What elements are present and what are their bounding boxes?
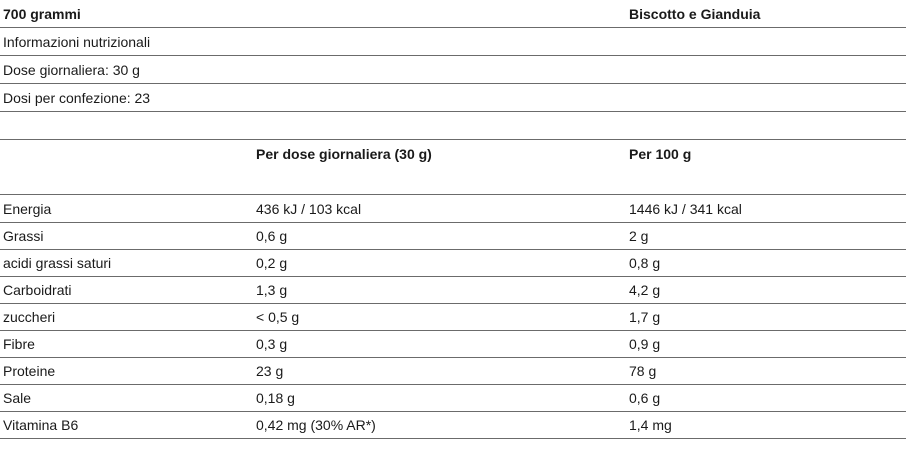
flavor-name: Biscotto e Gianduia <box>626 0 906 28</box>
nutrient-name: Energia <box>0 194 253 223</box>
column-header-per-dose: Per dose giornaliera (30 g) <box>256 145 432 162</box>
column-header-row: Per dose giornaliera (30 g) Per 100 g <box>0 140 906 168</box>
nutrient-per-100g: 0,9 g <box>626 330 906 358</box>
column-header-per-100g: Per 100 g <box>629 145 692 162</box>
nutrient-per-100g: 4,2 g <box>626 276 906 304</box>
package-size: 700 grammi <box>0 0 253 28</box>
info-row: Informazioni nutrizionali <box>0 27 906 56</box>
header-row: 700 grammi Biscotto e Gianduia <box>0 0 906 28</box>
nutrient-per-100g: 1446 kJ / 341 kcal <box>626 194 906 223</box>
nutrient-per-100g: 2 g <box>626 222 906 250</box>
table-row: acidi grassi saturi 0,2 g 0,8 g <box>0 249 906 277</box>
nutrient-per-dose: 0,18 g <box>253 384 626 412</box>
nutrient-name: zuccheri <box>0 303 253 331</box>
table-row: Grassi 0,6 g 2 g <box>0 222 906 250</box>
nutrient-per-100g: 0,6 g <box>626 384 906 412</box>
table-row: Sale 0,18 g 0,6 g <box>0 384 906 412</box>
nutrition-info-label: Informazioni nutrizionali <box>0 27 906 56</box>
nutrient-per-dose: < 0,5 g <box>253 303 626 331</box>
nutrient-name: Proteine <box>0 357 253 385</box>
table-row: Carboidrati 1,3 g 4,2 g <box>0 276 906 304</box>
nutrient-per-dose: 0,2 g <box>253 249 626 277</box>
nutrient-name: Vitamina B6 <box>0 411 253 439</box>
nutrient-name: Sale <box>0 384 253 412</box>
nutrient-per-dose: 23 g <box>253 357 626 385</box>
nutrient-per-dose: 0,42 mg (30% AR*) <box>253 411 626 439</box>
table-row: zuccheri < 0,5 g 1,7 g <box>0 303 906 331</box>
spacer-cell <box>0 111 906 140</box>
nutrient-name: Carboidrati <box>0 276 253 304</box>
nutrient-per-dose: 436 kJ / 103 kcal <box>253 194 626 223</box>
table-row: Energia 436 kJ / 103 kcal 1446 kJ / 341 … <box>0 194 906 223</box>
servings-label: Dosi per confezione: 23 <box>0 83 906 112</box>
nutrient-per-100g: 1,4 mg <box>626 411 906 439</box>
info-row: Dose giornaliera: 30 g <box>0 55 906 84</box>
daily-dose-label: Dose giornaliera: 30 g <box>0 55 906 84</box>
nutrient-per-100g: 78 g <box>626 357 906 385</box>
empty-cell <box>253 0 626 28</box>
info-row: Dosi per confezione: 23 <box>0 83 906 112</box>
nutrient-per-100g: 0,8 g <box>626 249 906 277</box>
nutrient-name: acidi grassi saturi <box>0 249 253 277</box>
nutrient-name: Fibre <box>0 330 253 358</box>
table-row: Fibre 0,3 g 0,9 g <box>0 330 906 358</box>
table-row: Vitamina B6 0,42 mg (30% AR*) 1,4 mg <box>0 411 906 439</box>
nutrient-per-dose: 0,6 g <box>253 222 626 250</box>
nutrient-per-100g: 1,7 g <box>626 303 906 331</box>
spacer-row <box>0 111 906 140</box>
nutrient-per-dose: 0,3 g <box>253 330 626 358</box>
nutrient-name: Grassi <box>0 222 253 250</box>
nutrient-per-dose: 1,3 g <box>253 276 626 304</box>
empty-cell <box>0 140 253 168</box>
nutrition-table: 700 grammi Biscotto e Gianduia Informazi… <box>0 0 906 439</box>
spacer-cell <box>0 167 906 195</box>
table-row: Proteine 23 g 78 g <box>0 357 906 385</box>
spacer-row <box>0 167 906 195</box>
